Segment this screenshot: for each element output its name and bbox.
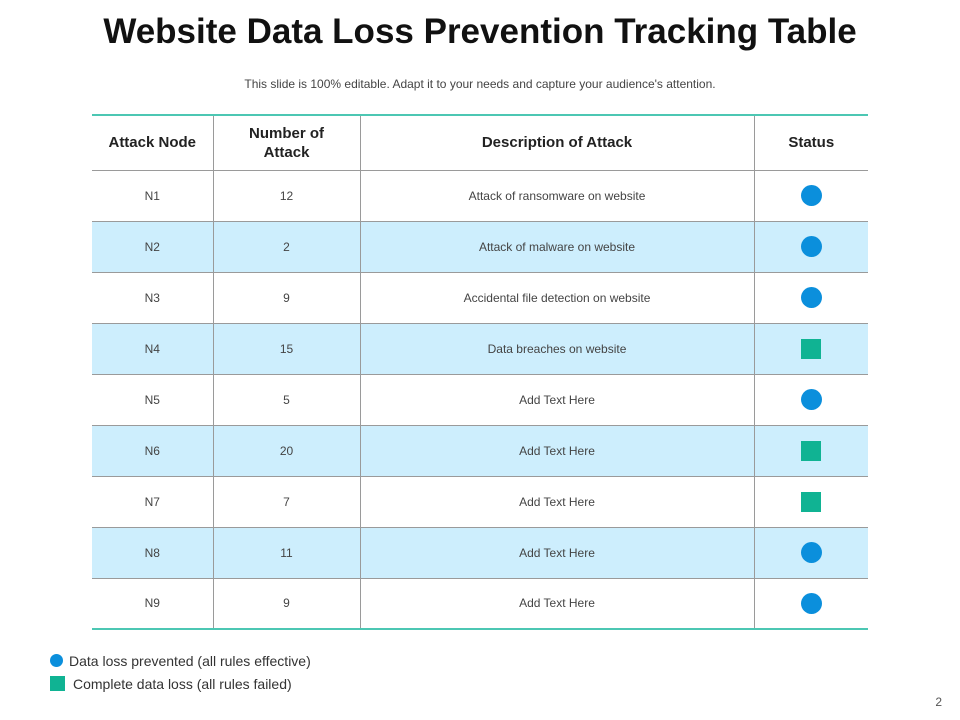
table-row: N5 5 Add Text Here: [92, 374, 868, 425]
cell-description: Add Text Here: [360, 425, 755, 476]
green-square-icon: [50, 676, 65, 691]
table-row: N6 20 Add Text Here: [92, 425, 868, 476]
cell-number-of-attack: 5: [213, 374, 361, 425]
cell-attack-node: N9: [92, 578, 214, 629]
cell-attack-node: N7: [92, 476, 214, 527]
header-status: Status: [788, 134, 835, 152]
blue-circle-icon: [800, 389, 822, 410]
cell-number-of-attack: 2: [213, 221, 361, 272]
table-row: N2 2 Attack of malware on website: [92, 221, 868, 272]
green-square-icon: [801, 338, 822, 359]
cell-number-of-attack: 11: [213, 527, 361, 578]
cell-description: Add Text Here: [360, 476, 755, 527]
green-square-icon: [801, 491, 822, 512]
cell-status: [754, 272, 868, 323]
blue-circle-icon: [800, 592, 822, 614]
cell-description: Attack of ransomware on website: [360, 170, 755, 221]
green-square-icon: [801, 440, 822, 461]
legend-prevented-label: Data loss prevented (all rules effective…: [69, 653, 311, 669]
cell-number-of-attack: 7: [213, 476, 361, 527]
blue-circle-icon: [800, 236, 822, 257]
cell-status: [754, 425, 868, 476]
cell-number-of-attack: 15: [213, 323, 361, 374]
cell-attack-node: N3: [92, 272, 214, 323]
cell-number-of-attack: 12: [213, 170, 361, 221]
cell-description: Data breaches on website: [360, 323, 755, 374]
cell-description: Add Text Here: [360, 578, 755, 629]
cell-status: [754, 476, 868, 527]
cell-number-of-attack: 9: [213, 578, 361, 629]
cell-status: [754, 578, 868, 629]
cell-status: [754, 374, 868, 425]
table-row: N4 15 Data breaches on website: [92, 323, 868, 374]
page-number: 2: [935, 695, 942, 709]
cell-status: [754, 527, 868, 578]
cell-description: Attack of malware on website: [360, 221, 755, 272]
blue-circle-icon: [800, 287, 822, 308]
table-row: N8 11 Add Text Here: [92, 527, 868, 578]
header-attack-node: Attack Node: [92, 115, 214, 170]
slide-subtitle: This slide is 100% editable. Adapt it to…: [244, 77, 716, 91]
cell-attack-node: N5: [92, 374, 214, 425]
cell-attack-node: N2: [92, 221, 214, 272]
cell-description: Accidental file detection on website: [360, 272, 755, 323]
blue-circle-icon: [800, 185, 822, 206]
slide-title: Website Data Loss Prevention Tracking Ta…: [103, 12, 857, 51]
legend-prevented: Data loss prevented (all rules effective…: [50, 653, 311, 669]
table-header-row: Attack Node Number of Attack Description…: [92, 115, 868, 170]
legend-loss-label: Complete data loss (all rules failed): [73, 676, 292, 692]
cell-status: [754, 221, 868, 272]
header-number-of-attack-label: Number of Attack: [249, 124, 324, 161]
cell-attack-node: N6: [92, 425, 214, 476]
cell-description: Add Text Here: [360, 527, 755, 578]
blue-circle-icon: [50, 654, 63, 667]
cell-attack-node: N4: [92, 323, 214, 374]
tracking-table: Attack Node Number of Attack Description…: [92, 114, 868, 630]
cell-attack-node: N1: [92, 170, 214, 221]
table-row: N3 9 Accidental file detection on website: [92, 272, 868, 323]
table-row: N1 12 Attack of ransomware on website: [92, 170, 868, 221]
table-row: N7 7 Add Text Here: [92, 476, 868, 527]
cell-number-of-attack: 9: [213, 272, 361, 323]
cell-number-of-attack: 20: [213, 425, 361, 476]
cell-description: Add Text Here: [360, 374, 755, 425]
header-description: Description of Attack: [360, 115, 755, 170]
cell-status: [754, 170, 868, 221]
legend-loss: Complete data loss (all rules failed): [50, 676, 292, 692]
blue-circle-icon: [800, 542, 822, 563]
table-row: N9 9 Add Text Here: [92, 578, 868, 629]
cell-attack-node: N8: [92, 527, 214, 578]
header-number-of-attack: Number of Attack: [213, 115, 361, 170]
cell-status: [754, 323, 868, 374]
